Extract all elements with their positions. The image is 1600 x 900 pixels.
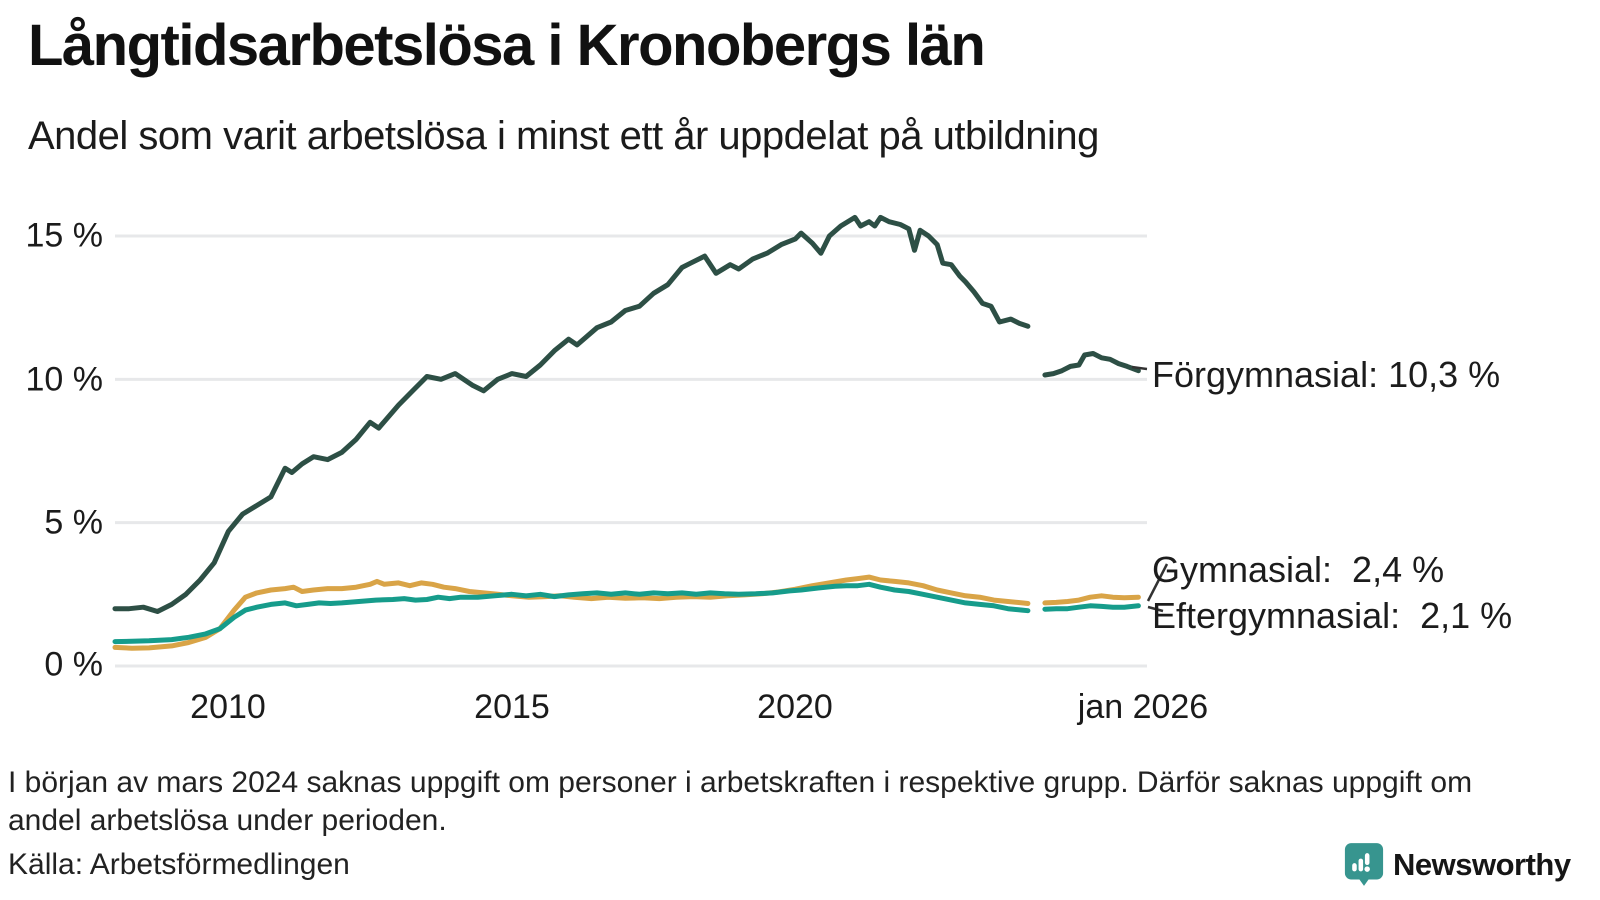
x-tick-jan-2026: jan 2026 bbox=[1077, 688, 1209, 726]
series-line-gymnasial-seg1 bbox=[112, 574, 1031, 651]
x-tick-2010: 2010 bbox=[190, 688, 266, 726]
series-label-eftergymnasial: Eftergymnasial: 2,1 % bbox=[1152, 595, 1513, 636]
source-attribution: Källa: Arbetsförmedlingen bbox=[8, 848, 350, 881]
gridlines bbox=[115, 234, 1147, 668]
series-lines bbox=[112, 214, 1141, 651]
page-subtitle: Andel som varit arbetslösa i minst ett å… bbox=[28, 114, 1099, 158]
leader-line-forgymnasial bbox=[1131, 365, 1148, 371]
series-line-forgymnasial-seg1 bbox=[112, 214, 1031, 614]
series-label-forgymnasial: Förgymnasial: 10,3 % bbox=[1152, 354, 1501, 395]
x-tick-2015: 2015 bbox=[474, 688, 550, 726]
y-tick-15: 15 % bbox=[25, 216, 104, 255]
y-tick-10: 10 % bbox=[25, 360, 104, 399]
newsworthy-logo-icon bbox=[1344, 843, 1384, 886]
branding: Newsworthy bbox=[1344, 842, 1571, 888]
y-tick-5: 5 % bbox=[44, 503, 103, 542]
y-tick-0: 0 % bbox=[44, 645, 103, 684]
footnote: I början av mars 2024 saknas uppgift om … bbox=[8, 766, 1473, 837]
series-line-forgymnasial-seg2 bbox=[1042, 351, 1141, 378]
series-line-eftergymnasial-seg1 bbox=[112, 581, 1031, 645]
series-line-gymnasial-seg2 bbox=[1042, 593, 1141, 606]
series-label-gymnasial: Gymnasial: 2,4 % bbox=[1152, 549, 1445, 590]
branding-name: Newsworthy bbox=[1393, 847, 1571, 882]
x-tick-2020: 2020 bbox=[757, 688, 833, 726]
page-title: Långtidsarbetslösa i Kronobergs län bbox=[28, 13, 986, 78]
series-line-eftergymnasial-seg2 bbox=[1042, 603, 1141, 612]
